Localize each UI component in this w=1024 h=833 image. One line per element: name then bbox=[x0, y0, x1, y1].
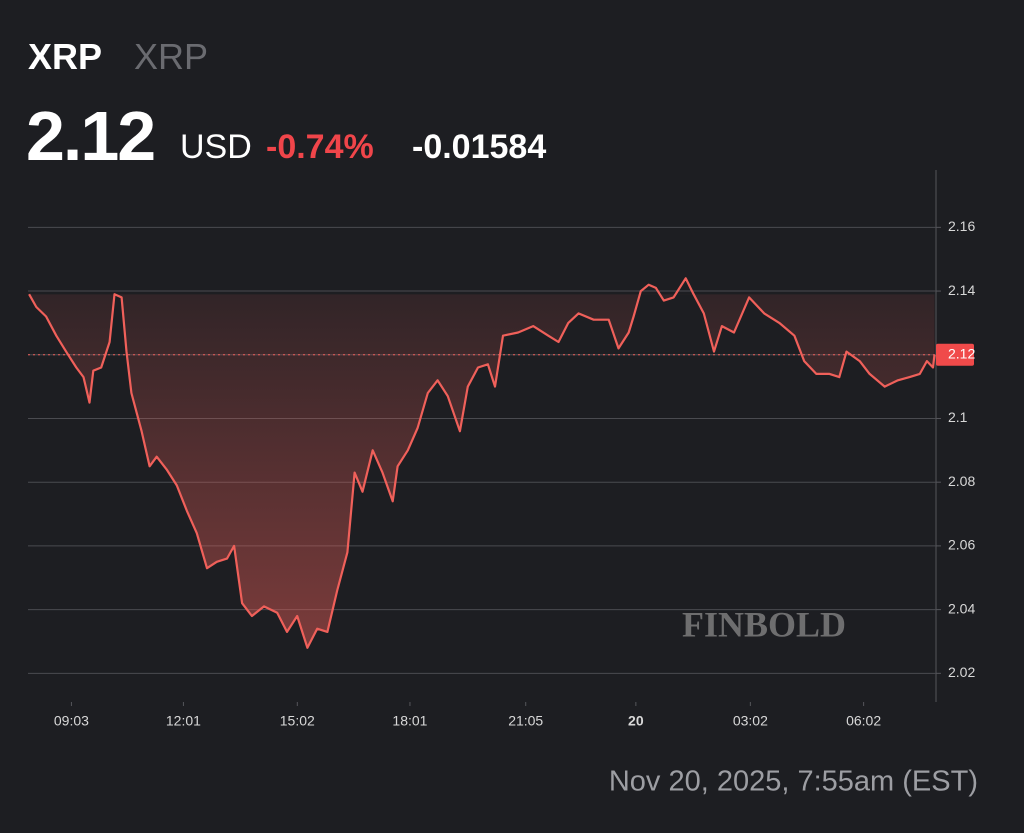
currency: USD bbox=[180, 128, 252, 166]
timestamp: Nov 20, 2025, 7:55am (EST) bbox=[609, 766, 978, 798]
last-price-label: 2.12 bbox=[948, 345, 975, 361]
x-tick-label: 09:03 bbox=[54, 713, 89, 729]
x-tick-label: 15:02 bbox=[280, 713, 315, 729]
x-tick-label: 21:05 bbox=[508, 713, 543, 729]
y-tick-label: 2.04 bbox=[948, 600, 975, 616]
change-percent: -0.74% bbox=[266, 128, 374, 166]
y-tick-label: 2.1 bbox=[948, 409, 968, 425]
symbol: XRP bbox=[28, 36, 103, 77]
last-price-tag bbox=[936, 343, 974, 366]
asset-name: XRP bbox=[134, 36, 209, 77]
watermark: FINBOLD bbox=[682, 604, 846, 644]
price-line bbox=[28, 277, 936, 649]
x-tick-label: 03:02 bbox=[733, 713, 768, 729]
x-tick-label: 20 bbox=[628, 713, 644, 729]
y-tick-label: 2.16 bbox=[948, 218, 975, 234]
y-tick-label: 2.14 bbox=[948, 282, 975, 298]
y-tick-label: 2.02 bbox=[948, 664, 975, 680]
price: 2.12 bbox=[26, 97, 156, 175]
x-tick-label: 18:01 bbox=[392, 713, 427, 729]
change: -0.01584 bbox=[412, 128, 547, 166]
y-tick-label: 2.08 bbox=[948, 473, 975, 489]
x-tick-label: 06:02 bbox=[846, 713, 881, 729]
x-tick-label: 12:01 bbox=[166, 713, 201, 729]
y-tick-label: 2.06 bbox=[948, 537, 975, 553]
area bbox=[29, 294, 935, 648]
